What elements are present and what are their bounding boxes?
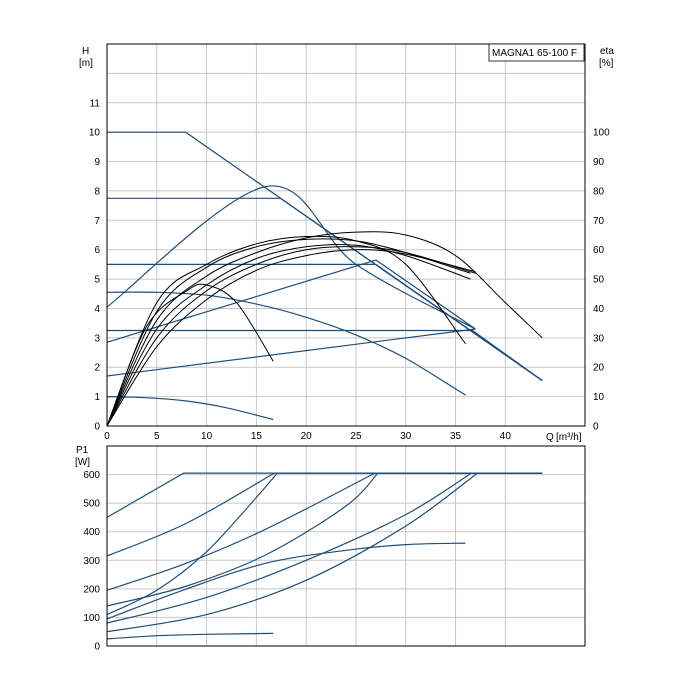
power-curve-6 — [106, 472, 543, 624]
y2-tick-label-eta: 30 — [593, 333, 605, 344]
x-tick-label: 35 — [450, 431, 462, 442]
y-tick-label-head: 5 — [94, 275, 100, 286]
efficiency-curve-7 — [106, 244, 471, 427]
power-chart-ticks: 0 100 200 300 400 500 600 — [83, 470, 100, 652]
y-tick-label-power: 0 — [94, 642, 100, 653]
power-curve-5 — [106, 472, 543, 616]
power-series-group — [106, 472, 543, 640]
y2-axis-unit-eta: [%] — [599, 58, 614, 69]
y-axis-unit-head: [m] — [79, 58, 93, 69]
y2-tick-label-eta: 90 — [593, 157, 605, 168]
x-tick-label: 10 — [201, 431, 213, 442]
y-tick-label-power: 400 — [83, 527, 100, 538]
y2-axis-label-eta: eta — [600, 46, 614, 57]
efficiency-curve-5 — [106, 249, 476, 427]
y2-tick-label-eta: 60 — [593, 245, 605, 256]
efficiency-curve-6 — [106, 283, 274, 427]
head-curve-4 — [107, 329, 543, 381]
power-curve-8 — [106, 542, 466, 620]
y-tick-label-head: 7 — [94, 216, 100, 227]
y-axis-label-power: P1 — [76, 445, 89, 456]
power-curve-3 — [106, 472, 543, 591]
y2-tick-label-eta: 70 — [593, 216, 605, 227]
y-tick-label-power: 500 — [83, 499, 100, 510]
head-curve-8 — [106, 259, 476, 343]
head-chart-frame — [106, 43, 586, 427]
y-tick-label-head: 6 — [94, 245, 100, 256]
chart-title: MAGNA1 65-100 F — [492, 48, 577, 59]
y2-tick-label-eta: 80 — [593, 186, 605, 197]
x-tick-label: 5 — [154, 431, 160, 442]
head-curve-1 — [107, 131, 543, 381]
y-tick-label-power: 100 — [83, 613, 100, 624]
head-curve-6 — [106, 396, 274, 421]
y-tick-label-head: 2 — [94, 363, 100, 374]
efficiency-curve-3 — [106, 235, 466, 427]
head-chart-grid — [107, 44, 585, 426]
x-tick-label: 15 — [251, 431, 263, 442]
power-curve-9 — [106, 632, 274, 640]
efficiency-curve-1 — [106, 231, 543, 427]
y-axis-unit-power: [W] — [75, 457, 90, 468]
y2-tick-label-eta: 40 — [593, 304, 605, 315]
y-tick-label-power: 200 — [83, 584, 100, 595]
y-tick-label-head: 9 — [94, 157, 100, 168]
y-tick-label-head: 10 — [89, 128, 101, 139]
y2-tick-label-eta: 50 — [593, 275, 605, 286]
power-chart-frame — [106, 445, 586, 647]
chart-title-box — [488, 43, 585, 62]
y2-tick-label-eta: 10 — [593, 392, 605, 403]
y2-tick-label-eta: 0 — [593, 422, 599, 433]
power-curve-7 — [106, 472, 543, 633]
head-curve-9 — [106, 328, 476, 377]
y-tick-label-head: 11 — [90, 98, 101, 109]
head-curve-5 — [106, 291, 466, 396]
y-tick-label-head: 4 — [94, 304, 100, 315]
x-tick-label: 20 — [301, 431, 313, 442]
power-curve-1 — [106, 472, 543, 518]
y-tick-label-power: 300 — [83, 556, 100, 567]
x-tick-label: 0 — [104, 431, 110, 442]
y-tick-label-head: 0 — [94, 422, 100, 433]
y-axis-label-head: H — [82, 46, 89, 57]
head-curve-7 — [106, 185, 476, 330]
power-curve-4 — [106, 472, 543, 607]
efficiency-curve-4 — [106, 246, 476, 427]
efficiency-series-group — [106, 231, 543, 427]
y2-tick-label-eta: 20 — [593, 363, 605, 374]
x-axis-label: Q — [546, 432, 554, 443]
y-tick-label-power: 600 — [83, 470, 100, 481]
x-axis-unit: [m³/h] — [556, 432, 582, 443]
head-chart-ticks: 0 5 10 15 20 25 30 35 40 0 1 2 3 4 5 6 7 8 9 10 11 0 10 20 30 40 5… — [89, 98, 610, 442]
head-curve-2 — [107, 197, 543, 381]
x-tick-label: 40 — [500, 431, 512, 442]
x-tick-label: 25 — [350, 431, 362, 442]
power-curve-2 — [106, 472, 543, 557]
x-tick-label: 30 — [400, 431, 412, 442]
head-series-group — [106, 131, 543, 421]
y2-tick-label-eta: 100 — [593, 128, 610, 139]
y-tick-label-head: 8 — [94, 186, 100, 197]
y-tick-label-head: 1 — [94, 392, 100, 403]
y-tick-label-head: 3 — [94, 333, 100, 344]
head-curve-3 — [107, 263, 543, 381]
